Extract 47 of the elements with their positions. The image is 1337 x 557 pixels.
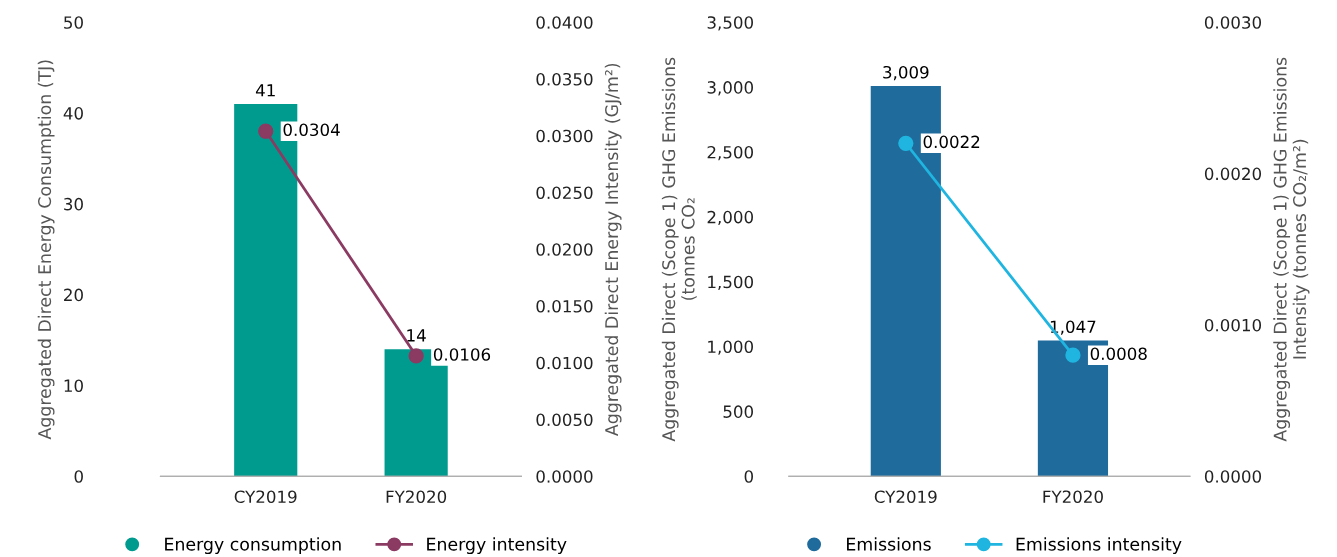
data-label: 14 — [407, 329, 426, 342]
y-tick-label: 0 — [744, 470, 753, 483]
y2-tick-label: 0.0020 — [1204, 167, 1262, 181]
y-axis-title: Aggregated Direct Energy Consumption (TJ) — [37, 60, 55, 440]
y2-tick-label: 0.0300 — [536, 129, 593, 143]
y2-axis-title: Aggregated Direct Energy Intensity (GJ/m²) — [604, 63, 622, 436]
y-tick-label: 50 — [64, 16, 83, 29]
x-tick-label: CY2019 — [874, 490, 937, 504]
y-axis-title: Aggregated Direct (Scope 1) GHG Emissions (tonnes CO₂ — [661, 57, 697, 442]
y2-tick-label: 0.0250 — [536, 186, 593, 200]
data-label: 1,047 — [1050, 320, 1096, 335]
x-tick-label: FY2020 — [386, 490, 447, 504]
y2-axis-title: Aggregated Direct (Scope 1) GHG Emissions Intensity (tonnes CO₂/m²) — [1273, 57, 1310, 442]
data-label: 0.0022 — [923, 135, 980, 149]
legend-label: Energy consumption — [165, 537, 341, 555]
y-tick-label: 0 — [74, 470, 83, 483]
data-label: 0.0008 — [1090, 347, 1147, 361]
y2-tick-label: 0.0010 — [1204, 318, 1262, 332]
x-tick-label: CY2019 — [234, 490, 297, 504]
y-tick-label: 2,000 — [707, 210, 753, 226]
y-tick-label: 2,500 — [707, 145, 753, 161]
y2-tick-label: 0.0000 — [536, 470, 593, 483]
legend-label: Emissions — [847, 537, 931, 551]
y2-tick-label: 0.0400 — [536, 16, 593, 29]
y-tick-label: 40 — [63, 107, 83, 120]
y2-tick-label: 0.0200 — [536, 243, 593, 256]
y-tick-label: 1,500 — [708, 275, 753, 290]
y2-tick-label: 0.0150 — [536, 299, 593, 313]
y2-tick-label: 0.0030 — [1204, 16, 1262, 29]
y-tick-label: 500 — [723, 405, 753, 418]
y-tick-label: 1,000 — [708, 340, 753, 355]
x-tick-label: FY2020 — [1043, 490, 1103, 504]
y-tick-label: 10 — [64, 379, 83, 393]
y2-tick-label: 0.0100 — [536, 356, 593, 370]
legend-label: Energy intensity — [427, 537, 567, 555]
data-label: 0.0106 — [433, 348, 491, 361]
legend-label: Emissions intensity — [1016, 537, 1182, 555]
data-label: 0.0304 — [283, 123, 340, 137]
data-label: 41 — [255, 84, 275, 97]
y-tick-label: 30 — [64, 197, 83, 211]
y-tick-label: 3,500 — [707, 16, 753, 31]
y-tick-label: 20 — [64, 288, 83, 302]
y2-tick-label: 0.0000 — [1204, 470, 1262, 483]
y-tick-label: 3,000 — [707, 81, 753, 96]
data-label: 3,009 — [883, 65, 929, 81]
y2-tick-label: 0.0350 — [536, 72, 593, 86]
y2-tick-label: 0.0050 — [536, 413, 593, 427]
